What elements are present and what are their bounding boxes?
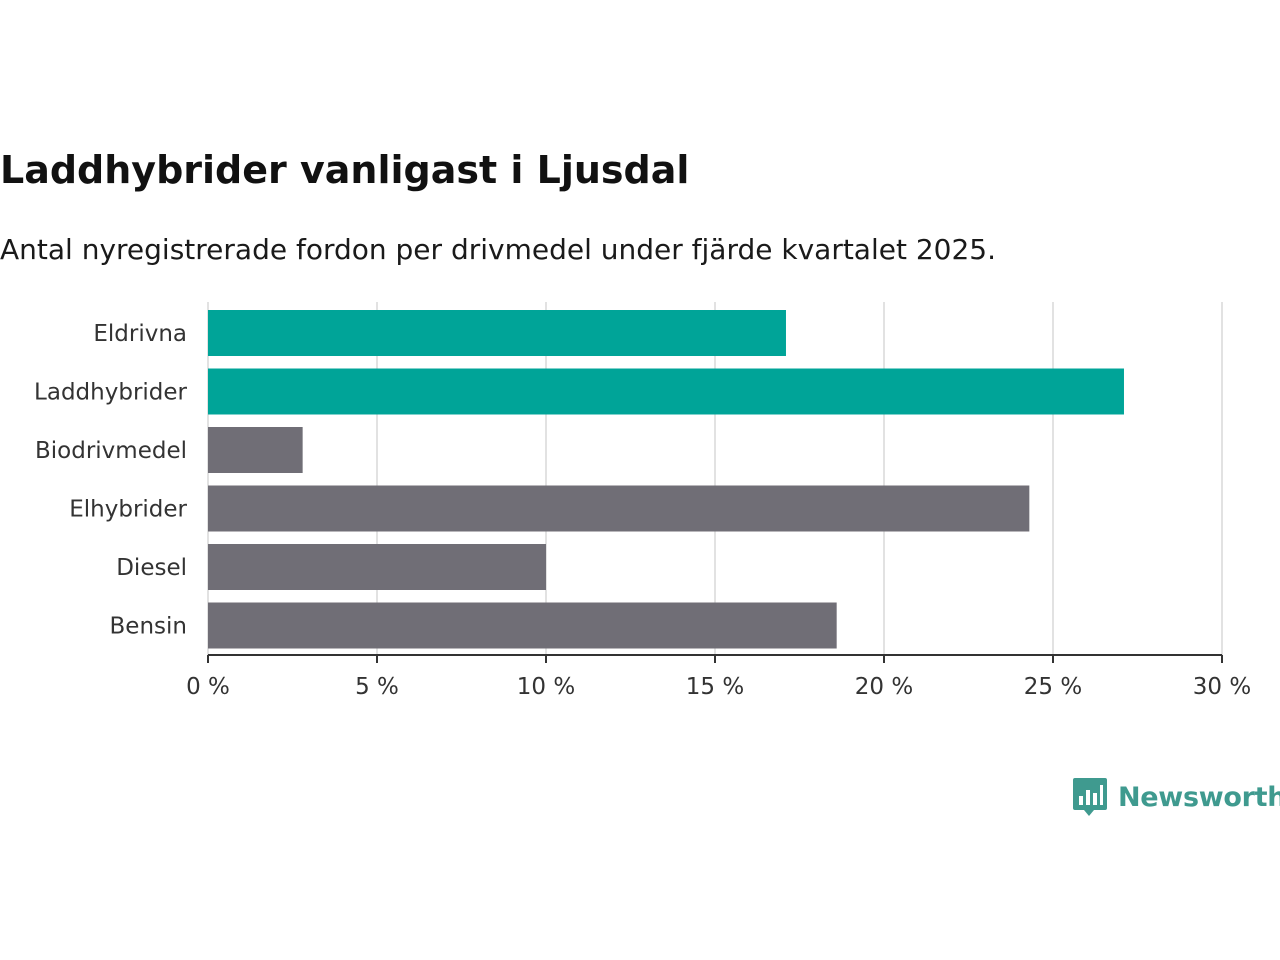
gridlines <box>207 302 1223 655</box>
category-label: Laddhybrider <box>34 380 187 406</box>
bar-bensin <box>208 602 837 649</box>
bar-diesel <box>208 544 546 590</box>
bar-eldrivna <box>208 310 786 356</box>
chart-title: Laddhybrider vanligast i Ljusdal <box>0 148 690 192</box>
bars <box>208 310 1124 649</box>
category-label: Bensin <box>110 614 187 640</box>
category-label: Biodrivmedel <box>35 438 187 464</box>
bar-biodrivmedel <box>208 427 303 473</box>
x-tick-label: 0 % <box>186 674 230 700</box>
chart-subtitle: Antal nyregistrerade fordon per drivmede… <box>0 233 997 266</box>
newsworthy-logo-text: Newsworthy <box>1118 781 1280 813</box>
x-tick-label: 5 % <box>355 674 399 700</box>
x-tick-label: 20 % <box>855 674 913 700</box>
bar-chart: Eldrivna Laddhybrider Biodrivmedel Elhybrid… <box>34 302 1251 700</box>
x-tick-label: 25 % <box>1024 674 1082 700</box>
bar-elhybrider <box>208 485 1030 532</box>
x-ticks: 0 % 5 % 10 % 15 % 20 % 25 % 30 % <box>186 655 1251 700</box>
category-label: Diesel <box>116 555 187 581</box>
category-label: Eldrivna <box>93 321 187 347</box>
newsworthy-logo-icon <box>1073 778 1107 816</box>
category-labels: Eldrivna Laddhybrider Biodrivmedel Elhybrid… <box>34 321 187 640</box>
x-tick-label: 10 % <box>517 674 575 700</box>
x-tick-label: 30 % <box>1193 674 1251 700</box>
newsworthy-logo: Newsworthy <box>1072 776 1280 818</box>
x-tick-label: 15 % <box>686 674 744 700</box>
category-label: Elhybrider <box>69 497 187 523</box>
bar-laddhybrider <box>208 368 1124 415</box>
